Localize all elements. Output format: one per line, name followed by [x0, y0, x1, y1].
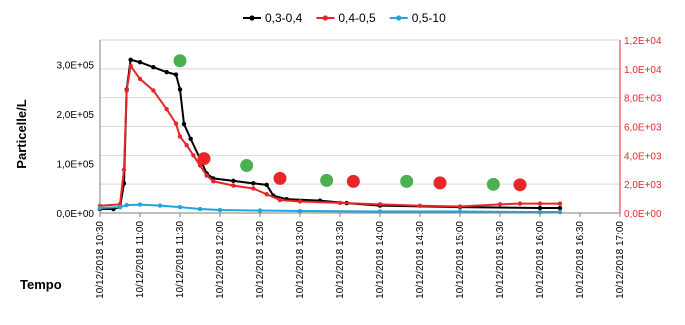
data-point [537, 205, 543, 211]
data-point [337, 200, 343, 206]
data-point [537, 201, 543, 206]
legend-swatch-marker [249, 15, 255, 21]
data-point [204, 173, 209, 178]
data-point [121, 167, 127, 172]
annotation-marker [273, 171, 287, 185]
data-point [184, 143, 189, 148]
data-point [264, 192, 269, 197]
series-line [99, 203, 560, 214]
x-tick-label: 10/12/2018 16:00 [535, 221, 546, 299]
x-tick-label: 10/12/2018 14:00 [375, 221, 386, 299]
data-point [557, 201, 563, 206]
annotation-marker [346, 174, 360, 188]
data-point [197, 206, 203, 212]
data-point [217, 207, 223, 213]
data-point [177, 87, 183, 92]
data-point [297, 208, 303, 214]
x-tick-label: 10/12/2018 17:00 [615, 221, 626, 299]
annotation-marker [486, 177, 500, 191]
legend-swatch-marker [396, 15, 402, 21]
data-point [557, 205, 563, 211]
y-right-tick-label: 6,0E+03 [624, 123, 662, 134]
legend-swatch-marker [322, 15, 328, 21]
legend-label: 0,3-0,4 [265, 11, 303, 25]
data-point [128, 63, 133, 69]
data-point [191, 153, 196, 158]
y-left-tick-label: 2,0E+05 [56, 110, 94, 121]
x-tick-label: 10/12/2018 15:30 [495, 221, 506, 299]
data-point [557, 209, 563, 215]
annotation-marker [400, 174, 414, 188]
data-point [251, 181, 256, 186]
legend-label: 0,4-0,5 [338, 11, 376, 25]
data-point [137, 202, 143, 207]
data-point [157, 203, 163, 208]
x-tick-label: 10/12/2018 13:30 [335, 221, 346, 299]
data-point [277, 197, 283, 203]
markers-layer [173, 54, 527, 192]
data-point [264, 182, 269, 188]
y-right-tick-label: 0,0E+00 [624, 209, 662, 220]
x-axis-title: Tempo [20, 277, 62, 292]
annotation-marker [513, 178, 527, 192]
y-right-tick-label: 2,0E+03 [624, 180, 662, 191]
y-left-tick-label: 3,0E+05 [56, 61, 94, 72]
data-point [137, 76, 143, 82]
data-point [124, 88, 129, 93]
data-point [117, 204, 123, 210]
y-right-tick-label: 1,2E+04 [624, 36, 662, 47]
data-point [128, 57, 133, 62]
data-point [124, 202, 129, 208]
x-tick-label: 10/12/2018 11:30 [175, 221, 186, 299]
y-left-tick-label: 1,0E+05 [56, 160, 94, 171]
y-left-tick-label: 0,0E+00 [56, 209, 94, 220]
data-point [377, 202, 383, 207]
annotation-marker [173, 54, 187, 68]
data-point [173, 121, 179, 126]
x-tick-label: 10/12/2018 15:00 [455, 221, 466, 299]
axes-layer: 0,0E+00 1,0E+05 2,0E+05 3,0E+05 0,0E+00 2,0E+… [56, 36, 662, 299]
data-point [231, 183, 236, 188]
annotation-marker [433, 176, 447, 190]
data-point [231, 178, 236, 184]
legend: 0,3-0,4 0,4-0,5 0,5-10 [243, 11, 446, 25]
x-tick-label: 10/12/2018 12:00 [215, 221, 226, 299]
y-axis-title: Particelle/L [14, 99, 29, 168]
data-point [251, 186, 256, 191]
y-right-tick-label: 1,0E+04 [624, 65, 662, 76]
data-point [173, 72, 179, 77]
data-point [177, 134, 183, 139]
x-tick-label: 10/12/2018 14:30 [415, 221, 426, 299]
data-point [417, 203, 423, 208]
data-point [297, 199, 303, 204]
data-point [137, 60, 143, 65]
x-tick-label: 10/12/2018 13:00 [295, 221, 306, 299]
x-tick-label: 10/12/2018 10:30 [95, 221, 106, 299]
series-line [99, 63, 560, 208]
data-point [164, 107, 169, 112]
data-point [457, 204, 463, 209]
data-point [517, 201, 523, 206]
x-tick-label: 10/12/2018 11:00 [135, 221, 146, 299]
legend-label: 0,5-10 [412, 11, 446, 25]
data-point [151, 64, 156, 70]
data-point [151, 88, 156, 93]
data-point [164, 69, 169, 75]
y-right-tick-label: 8,0E+03 [624, 94, 662, 105]
data-point [188, 136, 193, 142]
gridlines [100, 39, 620, 214]
y-right-tick-label: 4,0E+03 [624, 151, 662, 162]
data-point [177, 204, 183, 210]
annotation-marker [240, 159, 254, 173]
annotation-marker [197, 152, 211, 166]
annotation-marker [320, 173, 334, 187]
x-tick-label: 10/12/2018 16:30 [575, 221, 586, 299]
x-tick-label: 10/12/2018 12:30 [255, 221, 266, 299]
data-point [257, 208, 263, 213]
data-point [497, 202, 503, 207]
data-point [211, 179, 216, 184]
data-point [181, 121, 187, 127]
